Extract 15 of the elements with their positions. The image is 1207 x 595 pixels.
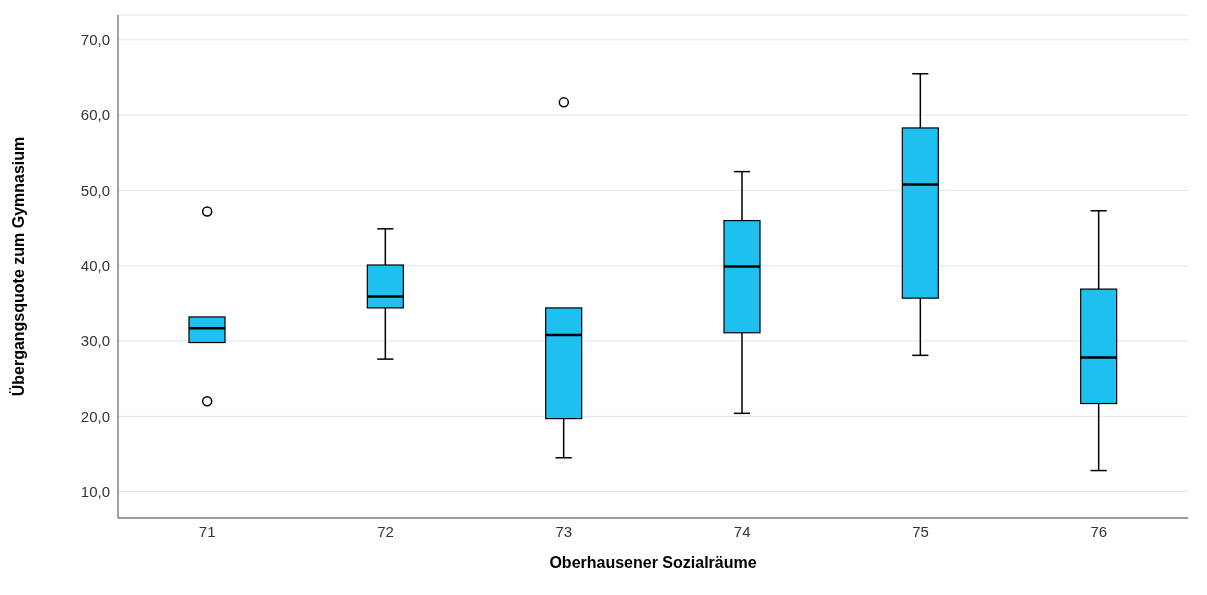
y-tick-label: 30,0 xyxy=(80,332,110,350)
y-tick-label: 60,0 xyxy=(80,106,110,124)
y-tick-label: 70,0 xyxy=(80,31,110,49)
x-tick-label: 71 xyxy=(198,522,216,540)
y-axis-title: Übergangsquote zum Gymnasium xyxy=(8,136,27,397)
x-tick-label: 75 xyxy=(912,522,929,540)
y-tick-label: 10,0 xyxy=(80,482,110,500)
x-tick-label: 72 xyxy=(377,522,394,540)
x-tick-label: 76 xyxy=(1090,522,1108,540)
x-tick-label: 74 xyxy=(733,522,751,540)
y-tick-label: 20,0 xyxy=(80,407,110,425)
x-axis-title: Oberhausener Sozialräume xyxy=(549,554,757,571)
y-tick-label: 50,0 xyxy=(80,181,110,199)
x-tick-label: 73 xyxy=(555,522,573,540)
y-tick-label: 40,0 xyxy=(80,257,110,275)
